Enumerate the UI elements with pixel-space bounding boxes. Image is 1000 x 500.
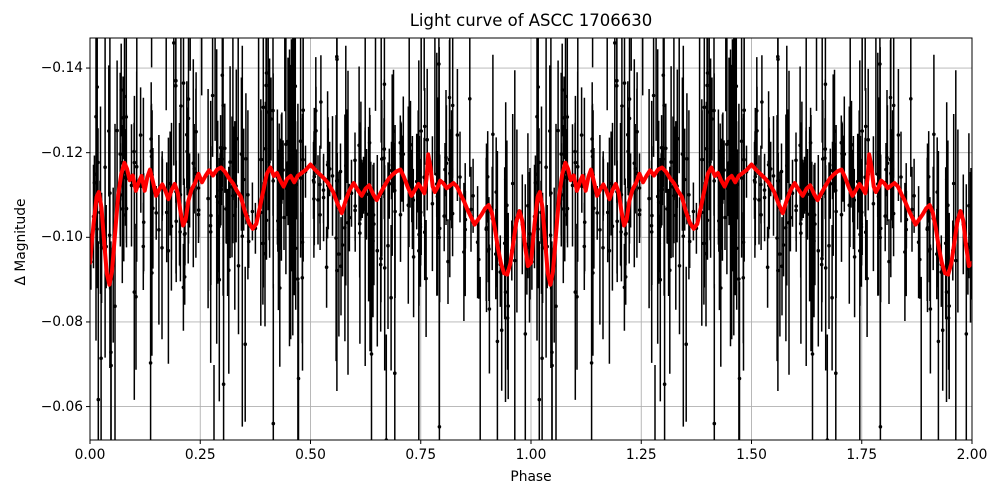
x-tick-label: 2.00	[956, 447, 988, 463]
y-tick-label: −0.06	[40, 398, 83, 415]
y-tick-label: −0.08	[40, 313, 83, 330]
y-tick-label: −0.12	[40, 144, 83, 161]
y-tick-label: −0.10	[40, 229, 83, 246]
tick-marks	[86, 67, 973, 444]
x-tick-label: 1.50	[736, 447, 767, 463]
data-layer	[90, 38, 972, 440]
x-tick-label: 0.25	[184, 447, 216, 463]
y-axis-label: Δ Magnitude	[13, 198, 29, 286]
x-tick-label: 0.75	[405, 447, 437, 463]
x-tick-label: 0.50	[295, 447, 326, 463]
x-tick-label: 1.00	[515, 447, 547, 463]
chart-title: Light curve of ASCC 1706630	[409, 11, 653, 30]
x-tick-label: 1.75	[846, 447, 878, 463]
y-tick-label: −0.14	[40, 60, 83, 77]
x-tick-label: 1.25	[625, 447, 657, 463]
x-tick-label: 0.00	[74, 447, 106, 463]
smoothed-curve	[90, 152, 972, 287]
x-axis-label: Phase	[510, 469, 552, 485]
